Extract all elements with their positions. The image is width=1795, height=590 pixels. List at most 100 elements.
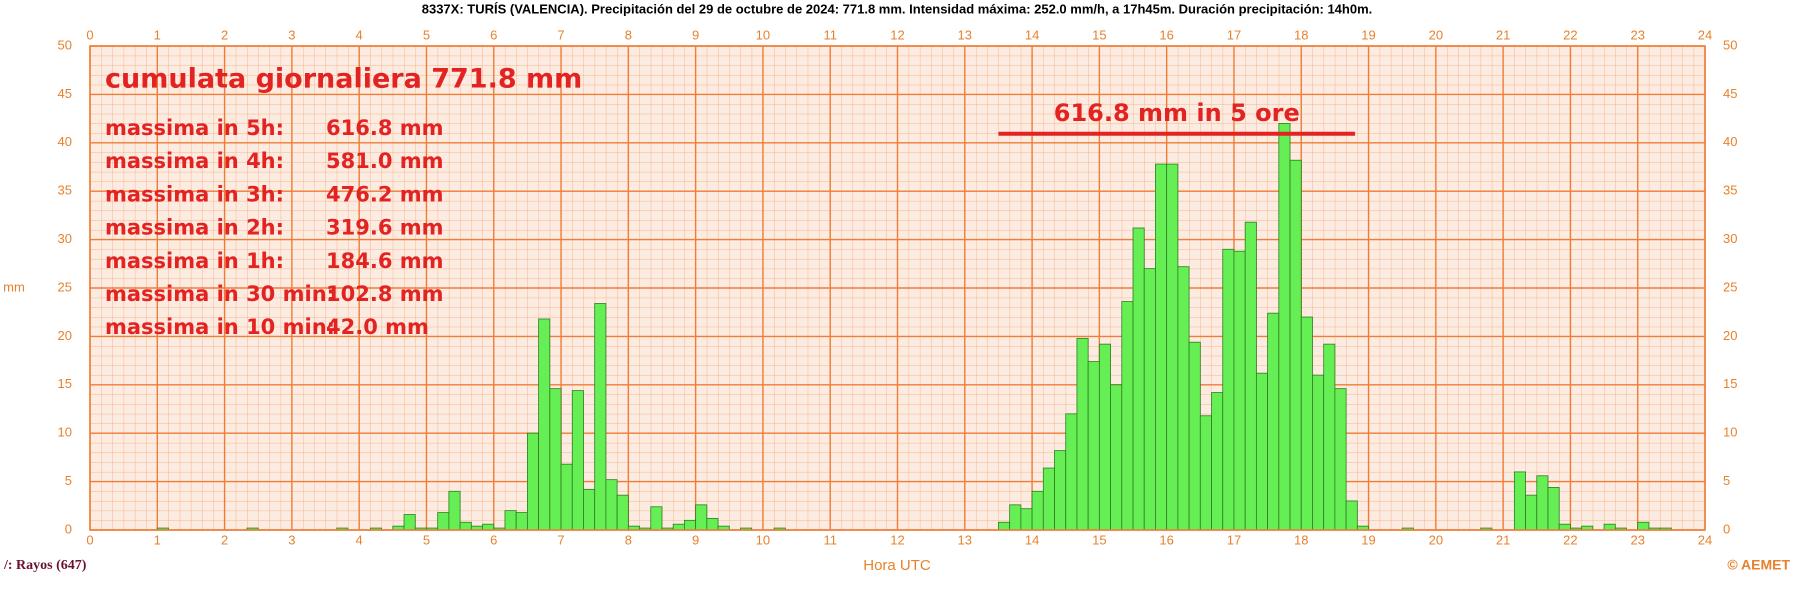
y-tick-label-right: 30	[1723, 231, 1737, 246]
x-tick-label: 8	[625, 532, 632, 547]
bar	[560, 463, 573, 531]
y-tick-label-right: 40	[1723, 134, 1737, 149]
y-tick-label: 25	[58, 279, 72, 294]
headline: cumulata giornaliera 771.8 mm	[105, 64, 582, 95]
max-value: 184.6 mm	[326, 249, 444, 273]
bar	[504, 510, 517, 531]
max-value: 616.8 mm	[326, 116, 444, 140]
bar	[515, 512, 528, 531]
x-tick-label-top: 0	[86, 27, 93, 42]
x-tick-label-top: 13	[958, 27, 972, 42]
bar	[1345, 500, 1358, 531]
bar	[1300, 316, 1313, 531]
bar	[1278, 123, 1291, 531]
x-tick-label: 15	[1092, 532, 1106, 547]
x-tick-label: 16	[1159, 532, 1173, 547]
x-tick-label: 4	[356, 532, 363, 547]
x-tick-label: 19	[1361, 532, 1375, 547]
x-tick-label-top: 18	[1294, 27, 1308, 42]
max-value: 42.0 mm	[326, 315, 429, 339]
bar	[998, 521, 1011, 531]
x-tick-label-top: 3	[288, 27, 295, 42]
x-tick-label-top: 11	[823, 27, 837, 42]
bar	[1211, 392, 1224, 531]
bar	[1536, 475, 1549, 531]
bar	[650, 506, 663, 531]
y-tick-label-right: 25	[1723, 279, 1737, 294]
bar	[684, 519, 697, 531]
bar	[583, 488, 596, 531]
max-label: massima in 4h:	[105, 149, 284, 173]
max-label: massima in 10 min:	[105, 315, 335, 339]
y-tick-label-right: 0	[1723, 521, 1730, 536]
bar	[1054, 450, 1067, 531]
max-label: massima in 1h:	[105, 249, 284, 273]
bar	[1222, 248, 1235, 531]
y-tick-label: 35	[58, 183, 72, 198]
bar	[1244, 221, 1257, 531]
y-tick-label: 15	[58, 376, 72, 391]
bar	[403, 514, 416, 531]
x-tick-label-top: 4	[356, 27, 363, 42]
x-tick-label: 22	[1563, 532, 1577, 547]
x-tick-label-top: 15	[1092, 27, 1106, 42]
bar	[1110, 384, 1123, 531]
y-tick-label-right: 10	[1723, 425, 1737, 440]
x-axis-label: Hora UTC	[863, 557, 931, 574]
bar	[1637, 521, 1650, 531]
credit: © AEMET	[1727, 557, 1790, 573]
bar	[1199, 415, 1212, 531]
x-tick-label: 3	[288, 532, 295, 547]
x-tick-label: 24	[1698, 532, 1712, 547]
bar	[459, 521, 472, 531]
bar	[672, 523, 685, 531]
bar	[1009, 504, 1022, 531]
x-tick-label: 12	[890, 532, 904, 547]
bar	[1065, 413, 1078, 531]
y-tick-label: 10	[58, 425, 72, 440]
x-tick-label-top: 2	[221, 27, 228, 42]
y-tick-label: 45	[58, 86, 72, 101]
x-tick-label-top: 9	[692, 27, 699, 42]
max-label: massima in 3h:	[105, 182, 284, 206]
plot-frame	[89, 45, 1706, 531]
x-tick-label: 7	[557, 532, 564, 547]
bar	[1323, 343, 1336, 531]
bar	[538, 318, 551, 531]
bar	[1312, 374, 1325, 531]
bar	[1525, 494, 1538, 531]
bar	[437, 512, 450, 531]
bar	[695, 504, 708, 531]
x-tick-label-top: 16	[1159, 27, 1173, 42]
bar	[1020, 508, 1033, 531]
max-label: massima in 30 min:	[105, 282, 335, 306]
x-tick-label-top: 19	[1361, 27, 1375, 42]
x-tick-label-top: 23	[1630, 27, 1644, 42]
bar	[1188, 341, 1201, 531]
max-label: massima in 2h:	[105, 216, 284, 240]
x-tick-label: 21	[1496, 532, 1510, 547]
bar	[1098, 343, 1111, 531]
x-tick-label-top: 24	[1698, 27, 1712, 42]
bar	[482, 523, 495, 531]
x-tick-label-top: 10	[756, 27, 770, 42]
bar	[1031, 490, 1044, 531]
bar	[1121, 301, 1134, 531]
bar	[594, 303, 607, 531]
x-tick-label-top: 12	[890, 27, 904, 42]
y-tick-label-right: 50	[1723, 37, 1737, 52]
window-text: 616.8 mm in 5 ore	[1054, 99, 1300, 127]
x-tick-label: 20	[1429, 532, 1443, 547]
x-tick-label-top: 5	[423, 27, 430, 42]
x-tick-label: 14	[1025, 532, 1039, 547]
bar	[571, 390, 584, 531]
x-tick-label-top: 21	[1496, 27, 1510, 42]
bar	[605, 479, 618, 531]
bar	[1042, 467, 1055, 531]
x-tick-label: 9	[692, 532, 699, 547]
x-tick-label: 6	[490, 532, 497, 547]
x-tick-label-top: 6	[490, 27, 497, 42]
bar	[549, 388, 562, 531]
bar	[1334, 388, 1347, 531]
